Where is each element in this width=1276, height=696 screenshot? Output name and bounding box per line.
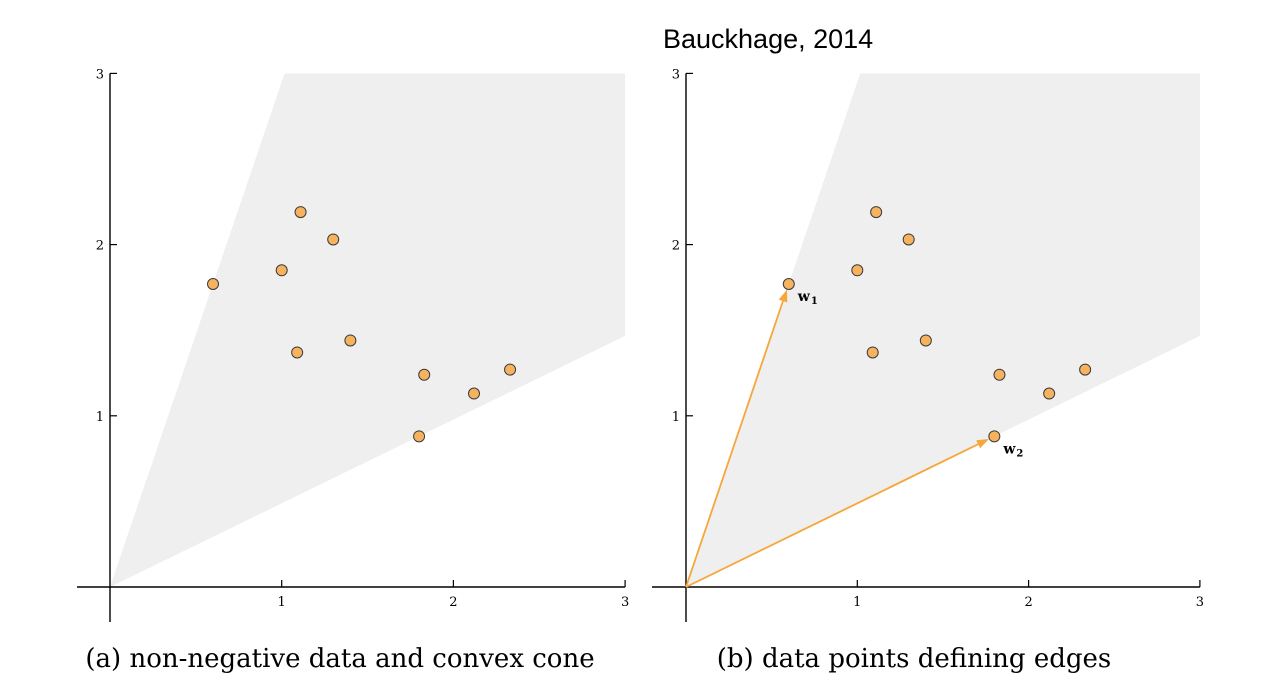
x-tick-label: 1 [278,595,286,610]
vector-arrowhead [778,289,788,303]
chart-panel-a: 1 2 3 1 2 3 (a) non-negative data and convex c… [77,67,629,674]
data-point [418,368,431,381]
vector-w2 [685,443,979,588]
data-point [919,334,932,347]
data-point [294,206,307,219]
vector-label-w2: w2 [1002,441,1023,459]
x-tick-label: 2 [1024,595,1032,610]
y-tick-label: 1 [672,410,680,425]
data-point [851,264,864,277]
convex-cone [110,73,626,587]
data-point [988,430,1001,443]
x-tick-label: 3 [1196,595,1204,610]
data-point [504,363,517,376]
data-point [993,368,1006,381]
y-tick-label: 2 [672,239,680,254]
data-point [275,264,288,277]
data-point [327,233,340,246]
data-point [1043,387,1056,400]
x-tick-label: 2 [449,595,457,610]
panel-caption: (a) non-negative data and convex cone [85,644,594,674]
data-point [291,346,304,359]
vector-arrowhead [976,439,989,449]
panel-caption: (b) data points defining edges [717,644,1111,674]
data-point [344,334,357,347]
x-tick-label: 3 [621,595,629,610]
data-point [782,277,795,290]
x-tick-label: 1 [853,595,861,610]
attribution: Bauckhage, 2014 [663,24,873,54]
y-tick-label: 1 [96,410,104,425]
data-point [866,346,879,359]
data-point [902,233,915,246]
y-tick-label: 3 [672,67,680,82]
data-point [870,206,883,219]
y-tick-label: 3 [96,67,104,82]
y-tick-label: 2 [96,239,104,254]
data-point [413,430,426,443]
data-point [1079,363,1092,376]
convex-cone [686,73,1200,587]
data-point [468,387,481,400]
data-point [207,277,220,290]
vector-w1 [685,300,784,588]
